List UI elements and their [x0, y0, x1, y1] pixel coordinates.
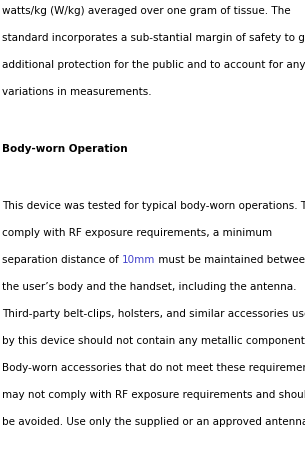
Text: by this device should not contain any metallic components.: by this device should not contain any me… — [2, 336, 305, 346]
Text: Body-worn Operation: Body-worn Operation — [2, 144, 127, 154]
Text: watts/kg (W/kg) averaged over one gram of tissue. The: watts/kg (W/kg) averaged over one gram o… — [2, 6, 291, 16]
Text: must be maintained between: must be maintained between — [155, 255, 305, 265]
Text: standard incorporates a sub-stantial margin of safety to give: standard incorporates a sub-stantial mar… — [2, 33, 305, 43]
Text: variations in measurements.: variations in measurements. — [2, 87, 152, 97]
Text: additional protection for the public and to account for any: additional protection for the public and… — [2, 60, 305, 70]
Text: comply with RF exposure requirements, a minimum: comply with RF exposure requirements, a … — [2, 228, 272, 238]
Text: Body-worn accessories that do not meet these requirements: Body-worn accessories that do not meet t… — [2, 363, 305, 373]
Text: 10mm: 10mm — [122, 255, 155, 265]
Text: Third-party belt-clips, holsters, and similar accessories used: Third-party belt-clips, holsters, and si… — [2, 309, 305, 319]
Text: separation distance of: separation distance of — [2, 255, 122, 265]
Text: may not comply with RF exposure requirements and should: may not comply with RF exposure requirem… — [2, 390, 305, 400]
Text: be avoided. Use only the supplied or an approved antenna.: be avoided. Use only the supplied or an … — [2, 417, 305, 427]
Text: the user’s body and the handset, including the antenna.: the user’s body and the handset, includi… — [2, 282, 296, 292]
Text: This device was tested for typical body-worn operations. To: This device was tested for typical body-… — [2, 201, 305, 211]
